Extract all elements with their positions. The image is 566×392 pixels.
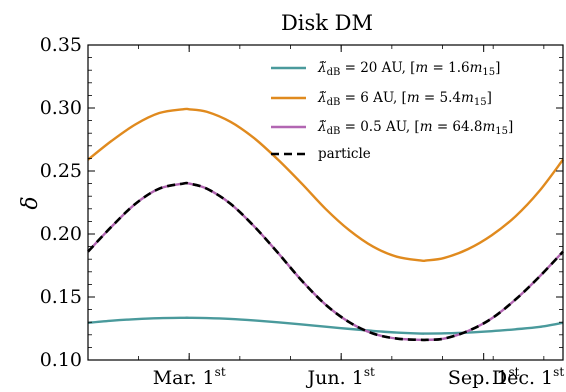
legend-label: λ̃dB = 20 AU, [m = 1.6m15] xyxy=(317,60,500,78)
y-tick-label: 0.15 xyxy=(40,286,82,308)
series-line-particle xyxy=(87,181,564,342)
x-tick-label: Sep. 1st xyxy=(448,365,520,389)
y-axis: 0.10 0.15 0.20 0.25 0.30 0.35 xyxy=(40,34,563,371)
series-line-0.5au xyxy=(87,181,564,342)
y-tick-label: 0.10 xyxy=(40,349,82,371)
x-tick-label: Dec. 1st xyxy=(492,365,564,389)
series-line-6au xyxy=(87,107,564,263)
series-line-20au xyxy=(87,316,564,335)
x-tick-label: Mar. 1st xyxy=(153,365,226,389)
chart-title: Disk DM xyxy=(281,11,373,35)
legend-label: λ̃dB = 6 AU, [m = 5.4m15] xyxy=(317,90,492,108)
x-tick-label: Jun. 1st xyxy=(306,365,375,389)
legend-label: particle xyxy=(318,146,371,162)
legend-label: λ̃dB = 0.5 AU, [m = 64.8m15] xyxy=(317,119,513,137)
plot-area xyxy=(87,107,564,342)
y-axis-label: δ xyxy=(18,196,43,209)
legend: λ̃dB = 20 AU, [m = 1.6m15] λ̃dB = 6 AU, [… xyxy=(271,60,513,162)
y-tick-label: 0.20 xyxy=(40,223,82,245)
y-tick-label: 0.30 xyxy=(40,97,82,119)
y-tick-label: 0.25 xyxy=(40,160,82,182)
y-tick-label: 0.35 xyxy=(40,34,82,56)
plot-frame xyxy=(87,44,564,361)
